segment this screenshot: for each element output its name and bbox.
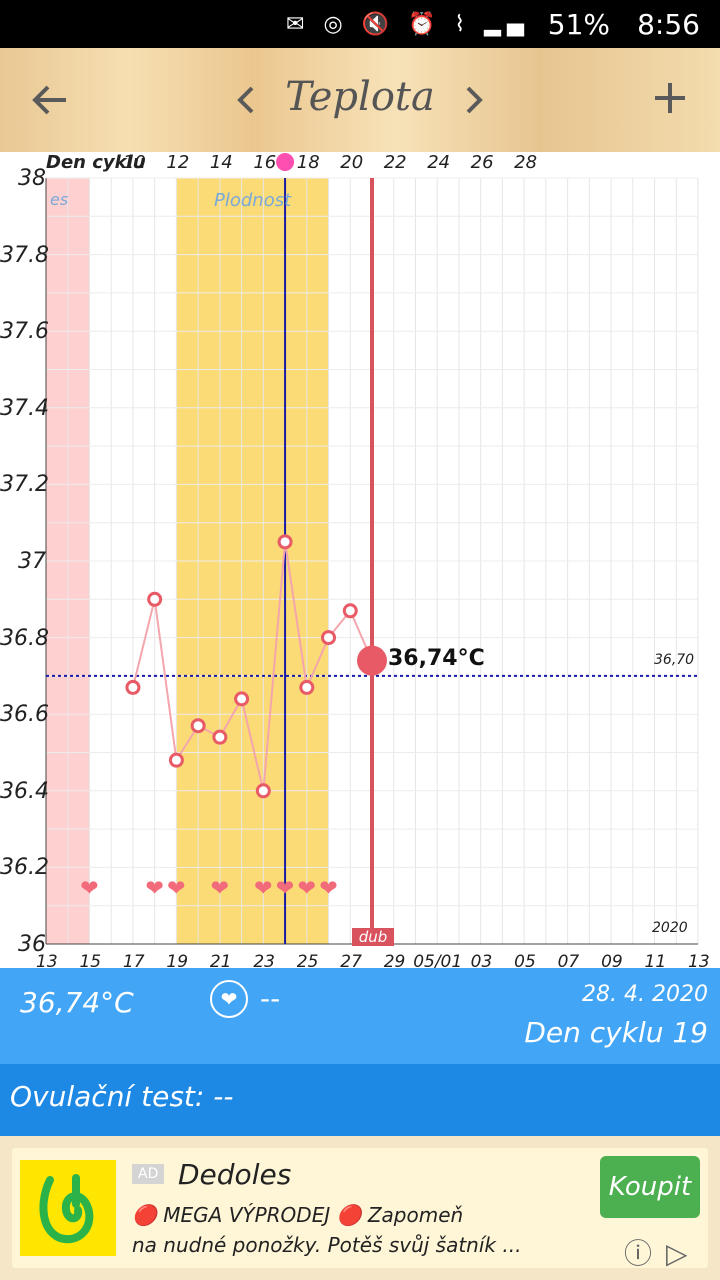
page-title: Teplota — [285, 74, 435, 120]
y-tick-label: 36.2 — [0, 855, 49, 881]
x-tick-label: 13 — [36, 952, 58, 972]
buy-button[interactable]: Koupit — [600, 1156, 700, 1218]
y-tick-label: 37.8 — [0, 242, 49, 268]
cycle-tick-label: 18 — [296, 152, 320, 173]
back-arrow-icon[interactable] — [30, 80, 70, 120]
intercourse-heart-icon: ❤ — [298, 877, 316, 902]
ad-line-1: 🔴 MEGA VÝPRODEJ 🔴 Zapomeň — [132, 1203, 464, 1227]
x-tick-label: 09 — [601, 952, 623, 972]
cycle-tick-label: 16 — [253, 152, 277, 173]
info-bar[interactable]: 36,74°C ❤ -- 28. 4. 2020 Den cyklu 19 — [0, 968, 720, 1064]
x-tick-label: 07 — [557, 952, 580, 972]
intercourse-heart-icon: ❤ — [167, 877, 185, 902]
y-tick-label: 36.4 — [0, 778, 49, 804]
date-value: 28. 4. 2020 — [582, 982, 708, 1007]
x-tick-label: 19 — [166, 952, 189, 972]
intercourse-heart-icon: ❤ — [254, 877, 272, 902]
ad-tag: AD — [132, 1164, 165, 1184]
intercourse-heart-icon: ❤ — [276, 877, 294, 902]
x-tick-label: 17 — [122, 952, 145, 972]
sex-value: -- — [260, 982, 281, 1015]
x-tick-label: 23 — [253, 952, 275, 972]
x-tick-label: 03 — [470, 952, 493, 972]
x-tick-label: 13 — [688, 952, 710, 972]
y-tick-label: 37 — [18, 549, 46, 574]
temperature-point — [147, 591, 163, 607]
toolbar: Teplota — [0, 48, 720, 154]
intercourse-heart-icon: ❤ — [211, 877, 229, 902]
cycle-tick-label: 12 — [166, 152, 190, 173]
info-icon[interactable]: ⓘ — [624, 1237, 667, 1270]
x-tick-label: 21 — [209, 952, 232, 972]
ad-title[interactable]: Dedoles — [178, 1158, 292, 1191]
temperature-point — [190, 718, 206, 734]
cycle-tick-label: 10 — [122, 152, 146, 173]
intercourse-heart-icon: ❤ — [145, 877, 163, 902]
temperature-point — [234, 691, 250, 707]
cycle-day-label: Den cyklu — [46, 152, 146, 173]
cycle-tick-label: 14 — [209, 152, 233, 173]
chart-svg: ❤ ❤ ❤ ❤ ❤ ❤ ❤ ❤ — [45, 153, 699, 945]
intercourse-heart-icon: ❤ — [319, 877, 337, 902]
temperature-point — [168, 752, 184, 768]
temperature-chart[interactable]: ❤ ❤ ❤ ❤ ❤ ❤ ❤ ❤ Den cyklu es Plodnost 36,74°C 3… — [0, 152, 720, 972]
temperature-value: 36,74°C — [20, 986, 134, 1019]
period-label: es — [50, 190, 69, 209]
ad-banner[interactable]: AD Dedoles 🔴 MEGA VÝPRODEJ 🔴 Zapomeň na … — [0, 1136, 720, 1280]
y-tick-label: 36.8 — [0, 625, 49, 651]
fertility-label: Plodnost — [214, 190, 292, 211]
status-icons: ✉ ◎ 🔇 ⏰ ⌇ ▂▄ — [286, 12, 530, 37]
temperature-point — [299, 679, 315, 695]
current-value-label: 36,74°C — [388, 646, 485, 671]
cycle-tick-label: 24 — [427, 152, 451, 173]
x-tick-label: 05/01 — [413, 952, 463, 972]
ovulation-test-bar[interactable]: Ovulační test: -- — [0, 1064, 720, 1136]
add-icon[interactable] — [652, 80, 688, 116]
chevron-right-icon[interactable] — [462, 84, 486, 116]
battery-percent: 51% — [547, 8, 610, 41]
today-point — [357, 645, 387, 676]
ad-description[interactable]: 🔴 MEGA VÝPRODEJ 🔴 Zapomeň na nudné ponož… — [132, 1200, 602, 1260]
temperature-point — [342, 603, 358, 619]
temperature-point — [255, 783, 271, 799]
x-tick-label: 25 — [296, 952, 319, 972]
ovulation-test-text: Ovulační test: -- — [10, 1080, 234, 1113]
logo-mark-icon — [39, 1174, 94, 1244]
x-tick-label: 05 — [514, 952, 536, 972]
cycle-tick-label: 26 — [470, 152, 494, 173]
x-tick-label: 27 — [340, 952, 362, 972]
year-label: 2020 — [652, 920, 688, 936]
heart-circle-icon[interactable]: ❤ — [210, 980, 248, 1018]
y-tick-label: 37.4 — [0, 395, 49, 421]
dedoles-logo[interactable] — [20, 1160, 116, 1256]
ad-icons: ⓘ▷ — [624, 1232, 702, 1272]
cycle-day-value: Den cyklu 19 — [524, 1016, 708, 1049]
cycle-tick-label: 20 — [340, 152, 364, 173]
ad-box[interactable]: AD Dedoles 🔴 MEGA VÝPRODEJ 🔴 Zapomeň na … — [12, 1148, 708, 1270]
temperature-point — [125, 679, 141, 695]
ovulation-marker — [276, 153, 295, 171]
y-tick-label: 38 — [18, 166, 46, 191]
y-tick-label: 36.6 — [0, 702, 49, 728]
temperature-point — [277, 534, 293, 550]
ad-line-2: na nudné ponožky. Potěš svůj šatník ... — [132, 1233, 522, 1257]
status-bar: ✉ ◎ 🔇 ⏰ ⌇ ▂▄ 51% 8:56 — [0, 0, 720, 48]
x-tick-label: 11 — [644, 952, 667, 972]
chevron-left-icon[interactable] — [234, 84, 258, 116]
y-tick-label: 37.6 — [0, 319, 49, 345]
clock: 8:56 — [637, 8, 700, 41]
coverline-label: 36,70 — [654, 652, 695, 668]
month-label: dub — [352, 928, 394, 946]
intercourse-heart-icon: ❤ — [80, 877, 98, 902]
x-tick-label: 15 — [79, 952, 102, 972]
cycle-tick-label: 28 — [514, 152, 538, 173]
temperature-point — [212, 729, 228, 745]
y-tick-label: 37.2 — [0, 472, 49, 498]
temperature-point — [321, 630, 337, 646]
ad-choices-icon[interactable]: ▷ — [666, 1237, 702, 1270]
cycle-tick-label: 22 — [383, 152, 407, 173]
x-tick-label: 29 — [383, 952, 406, 972]
y-tick-label: 36 — [18, 932, 46, 957]
